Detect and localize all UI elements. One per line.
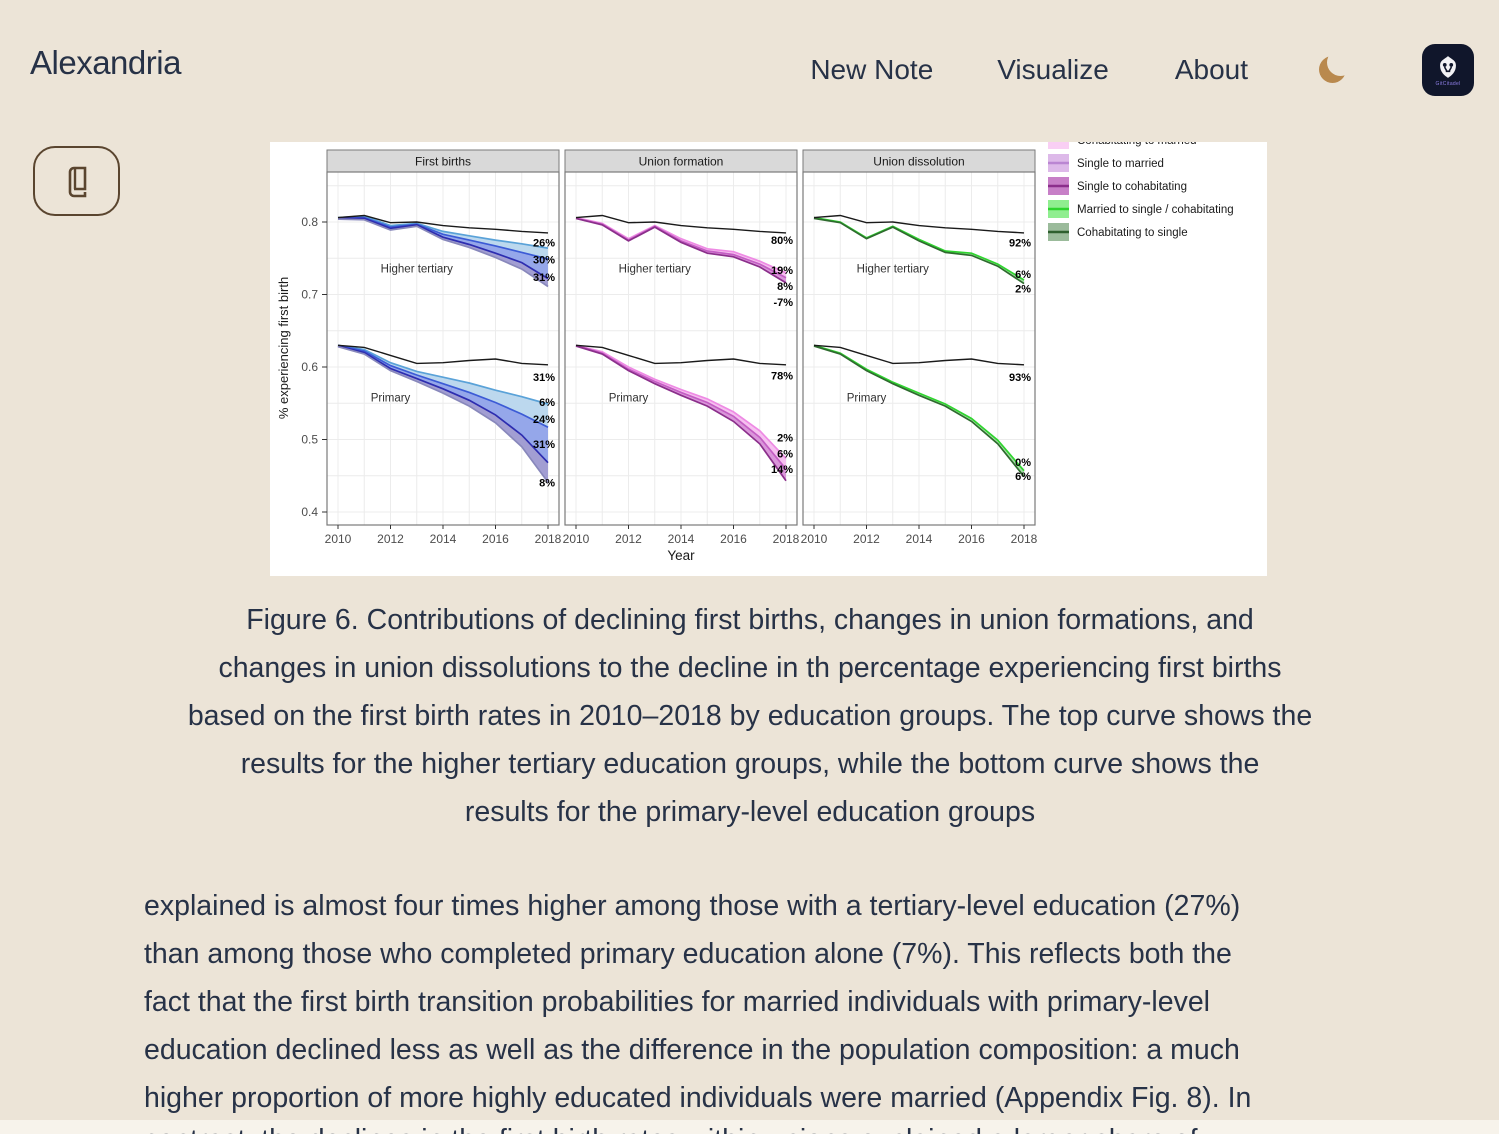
svg-text:14%: 14% — [771, 464, 793, 476]
svg-text:Single to married: Single to married — [1077, 158, 1164, 170]
nav-about[interactable]: About — [1174, 54, 1248, 85]
svg-text:Union formation: Union formation — [639, 155, 724, 169]
nav-visualize[interactable]: Visualize — [997, 54, 1109, 85]
svg-text:2014: 2014 — [430, 532, 457, 546]
svg-text:6%: 6% — [1015, 269, 1031, 281]
svg-text:6%: 6% — [539, 397, 555, 409]
svg-text:92%: 92% — [1009, 237, 1031, 249]
svg-text:2012: 2012 — [853, 532, 880, 546]
svg-text:0%: 0% — [1015, 457, 1031, 469]
svg-text:-7%: -7% — [773, 297, 793, 309]
svg-text:2018: 2018 — [535, 532, 562, 546]
reader-mode-button[interactable] — [33, 146, 120, 216]
svg-text:% experiencing first birth: % experiencing first birth — [276, 277, 291, 419]
svg-text:0.4: 0.4 — [301, 505, 318, 519]
svg-text:0.5: 0.5 — [301, 433, 318, 447]
shield-icon — [1440, 55, 1456, 78]
svg-text:Primary: Primary — [609, 392, 649, 404]
svg-text:19%: 19% — [771, 265, 793, 277]
svg-text:Primary: Primary — [371, 392, 411, 404]
svg-text:93%: 93% — [1009, 372, 1031, 384]
svg-text:6%: 6% — [1015, 471, 1031, 483]
moon-icon — [1327, 49, 1354, 76]
svg-text:8%: 8% — [777, 281, 793, 293]
main-nav: New Note Visualize About GitCitadel — [810, 44, 1474, 96]
svg-text:2014: 2014 — [668, 532, 695, 546]
svg-text:Married to single / cohabitati: Married to single / cohabitating — [1077, 204, 1234, 216]
svg-text:2014: 2014 — [906, 532, 933, 546]
svg-text:Union dissolution: Union dissolution — [873, 155, 964, 169]
svg-text:0.7: 0.7 — [301, 288, 318, 302]
svg-text:26%: 26% — [533, 237, 555, 249]
top-bar: Alexandria New Note Visualize About GitC… — [0, 0, 1499, 128]
svg-text:2012: 2012 — [377, 532, 404, 546]
svg-text:First births: First births — [415, 155, 471, 169]
svg-text:Higher tertiary: Higher tertiary — [619, 263, 691, 275]
svg-text:0.8: 0.8 — [301, 215, 318, 229]
article-paragraph: explained is almost four times higher am… — [144, 890, 1252, 1114]
brand-title[interactable]: Alexandria — [30, 44, 181, 81]
svg-text:Cohabitating to single: Cohabitating to single — [1077, 227, 1188, 239]
svg-text:Higher tertiary: Higher tertiary — [381, 263, 453, 275]
svg-text:2010: 2010 — [325, 532, 352, 546]
svg-text:6%: 6% — [777, 448, 793, 460]
figure-image: First births Higher tertiary 26% 30% 31% Prim… — [270, 142, 1267, 576]
svg-text:Higher tertiary: Higher tertiary — [857, 263, 929, 275]
figure-caption: Figure 6. Contributions of declining fir… — [187, 604, 1313, 828]
book-icon — [68, 166, 86, 198]
svg-text:Single to cohabitating: Single to cohabitating — [1077, 181, 1187, 193]
svg-text:8%: 8% — [539, 477, 555, 489]
svg-text:80%: 80% — [771, 235, 793, 247]
svg-text:2012: 2012 — [615, 532, 642, 546]
clipped-text-line: contrast, the declines in the first birt… — [144, 1124, 1396, 1134]
svg-text:2%: 2% — [777, 432, 793, 444]
svg-text:2018: 2018 — [1011, 532, 1038, 546]
svg-text:2016: 2016 — [482, 532, 509, 546]
logo-text: GitCitadel — [1435, 80, 1461, 87]
svg-text:2010: 2010 — [563, 532, 590, 546]
svg-text:Primary: Primary — [847, 392, 887, 404]
svg-text:31%: 31% — [533, 372, 555, 384]
nav-new-note[interactable]: New Note — [810, 54, 934, 85]
svg-text:2016: 2016 — [958, 532, 985, 546]
svg-text:30%: 30% — [533, 255, 555, 267]
svg-text:2010: 2010 — [801, 532, 828, 546]
svg-text:0.6: 0.6 — [301, 360, 318, 374]
svg-text:2016: 2016 — [720, 532, 747, 546]
next-section-strip: contrast, the declines in the first birt… — [0, 1120, 1499, 1134]
svg-text:2%: 2% — [1015, 284, 1031, 296]
svg-text:Year: Year — [667, 548, 695, 563]
figure-chart: First births Higher tertiary 26% 30% 31% Prim… — [270, 142, 1267, 576]
svg-text:2018: 2018 — [773, 532, 800, 546]
svg-text:78%: 78% — [771, 371, 793, 383]
svg-text:24%: 24% — [533, 414, 555, 426]
svg-text:31%: 31% — [533, 272, 555, 284]
theme-toggle-button[interactable] — [1318, 50, 1358, 90]
gitcitadel-logo[interactable]: GitCitadel — [1422, 44, 1474, 96]
svg-text:Cohabitating to married: Cohabitating to married — [1077, 142, 1197, 147]
svg-text:31%: 31% — [533, 439, 555, 451]
